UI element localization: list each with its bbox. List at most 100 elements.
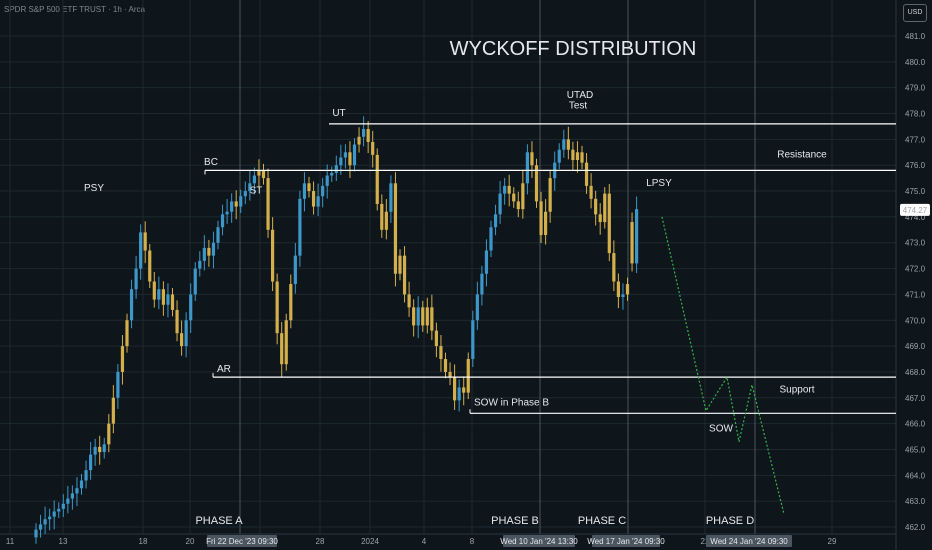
candle-body [75, 488, 79, 494]
candle-body [148, 250, 152, 282]
annotation-label: ST [250, 186, 263, 197]
y-tick-label: 477.0 [905, 135, 926, 144]
candle-body [116, 371, 120, 398]
candle-body [180, 333, 184, 347]
y-tick-label: 465.0 [905, 445, 926, 454]
annotation-label: LPSY [646, 178, 672, 189]
annotation-label: PSY [84, 183, 104, 194]
x-tick-label: 13 [59, 537, 68, 546]
candle-body [70, 493, 74, 499]
x-crosshair-label [706, 535, 792, 547]
currency-button[interactable]: USD [903, 4, 927, 22]
candle-body [48, 516, 52, 520]
candle-body [366, 129, 370, 142]
candle-body [616, 281, 620, 298]
candle-body [125, 320, 129, 347]
candle-body [284, 320, 288, 365]
candle-body [544, 211, 548, 235]
candle-body [334, 165, 338, 173]
candle-body [503, 185, 507, 194]
candle-body [512, 193, 516, 202]
candle-body [107, 423, 111, 445]
candle-body [120, 346, 125, 372]
candle-body [598, 214, 602, 223]
y-tick-label: 467.0 [905, 394, 926, 403]
candle-body [621, 294, 625, 298]
candle-body [462, 387, 466, 393]
candle-body [325, 175, 329, 186]
candle-body [280, 333, 284, 365]
x-crosshair-label [503, 535, 575, 547]
symbol-title: SPDR S&P 500 ETF TRUST · 1h · Arca [4, 5, 145, 14]
y-tick-label: 464.0 [905, 471, 926, 480]
annotation-label: UTAD [567, 90, 593, 101]
last-price-tag [900, 203, 930, 216]
candle-body [607, 193, 611, 254]
candle-body [348, 152, 352, 166]
x-crosshair-label-text: Fri 22 Dec '23 09:30 [206, 537, 278, 546]
candle-body [93, 446, 97, 455]
candle-body [625, 284, 630, 295]
candle-body [243, 191, 247, 197]
candle-body [207, 247, 211, 256]
candle-body [193, 268, 197, 295]
candle-body [498, 193, 502, 215]
y-tick-label: 478.0 [905, 110, 926, 119]
y-tick-label: 466.0 [905, 420, 926, 429]
phase-label: PHASE D [706, 515, 754, 527]
annotation-label: Resistance [777, 149, 827, 160]
candle-body [412, 307, 416, 326]
candle-body [152, 281, 156, 300]
candle-body [184, 320, 188, 347]
candle-body [293, 255, 297, 285]
candle-body [275, 281, 279, 334]
projected-path [661, 216, 785, 515]
candle-body [316, 196, 320, 207]
candle-body [43, 519, 47, 525]
candle-body [557, 149, 561, 163]
candle-body [516, 201, 520, 210]
candle-body [79, 480, 84, 489]
candle-body [307, 183, 311, 192]
candle-body [575, 152, 580, 161]
last-price-value: 474.27 [903, 206, 928, 215]
candle-body [261, 170, 266, 179]
candle-body [525, 152, 529, 184]
candle-body [484, 250, 489, 274]
candle-body [612, 253, 616, 282]
phase-label: PHASE C [578, 515, 626, 527]
candle-body [571, 149, 575, 161]
x-tick-label: 22 [701, 537, 710, 546]
x-tick-label: 8 [470, 537, 475, 546]
y-tick-label: 471.0 [905, 290, 926, 299]
candle-body [389, 183, 393, 212]
candle-body [111, 397, 115, 424]
candle-body [584, 162, 589, 186]
candle-body [89, 454, 93, 471]
y-tick-label: 475.0 [905, 187, 926, 196]
annotation-label: UT [332, 108, 345, 119]
candle-body [453, 377, 457, 401]
x-tick-label: 2024 [361, 537, 379, 546]
candle-body [594, 198, 598, 215]
x-crosshair-label-text: Wed 10 Jan '24 13:30 [500, 537, 578, 546]
candle-body [129, 289, 134, 321]
x-crosshair-label-text: Wed 17 Jan '24 09:30 [587, 537, 665, 546]
candle-body [198, 260, 202, 269]
candle-body [157, 289, 161, 300]
x-tick-label: 29 [828, 537, 837, 546]
candle-body [384, 211, 388, 230]
y-tick-label: 462.0 [905, 523, 926, 532]
x-tick-label: 11 [6, 537, 15, 546]
y-tick-label: 463.0 [905, 497, 926, 506]
y-tick-label: 481.0 [905, 32, 926, 41]
x-tick-label: 28 [316, 537, 325, 546]
candle-body [416, 307, 420, 326]
annotation-label: SOW [709, 423, 733, 434]
candle-body [339, 157, 343, 166]
candle-body [298, 198, 302, 256]
annotation-label: AR [217, 364, 231, 375]
candle-body [302, 183, 307, 199]
candle-body [189, 294, 193, 321]
